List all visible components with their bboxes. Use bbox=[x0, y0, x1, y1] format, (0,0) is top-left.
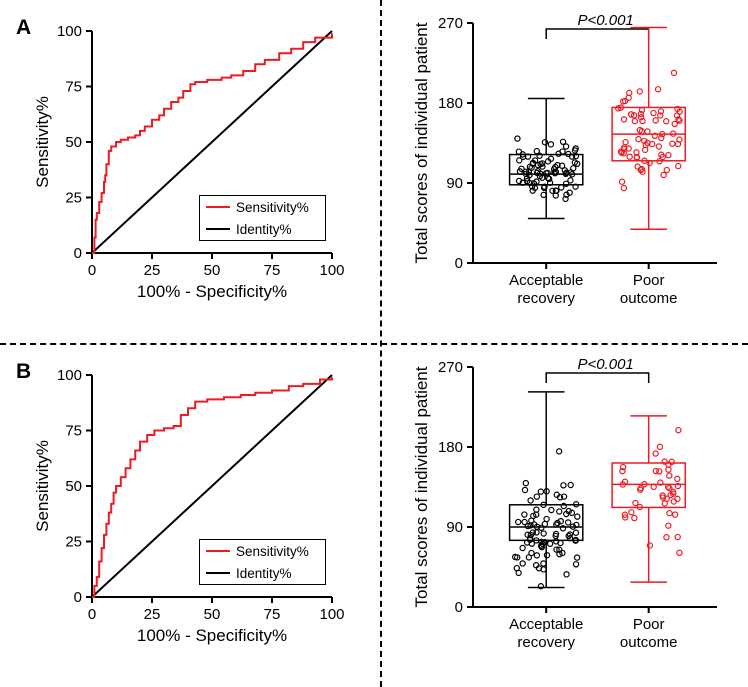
legend-identity-label: Identity% bbox=[236, 222, 292, 237]
svg-text:Sensitivity%: Sensitivity% bbox=[33, 96, 52, 188]
svg-text:0: 0 bbox=[88, 606, 96, 623]
svg-text:180: 180 bbox=[438, 439, 463, 456]
panel-a-box: 0 90 180 270 Acceptablerecovery Pooroutcome To… bbox=[395, 5, 740, 335]
svg-text:75: 75 bbox=[65, 423, 82, 440]
svg-text:25: 25 bbox=[144, 262, 161, 279]
svg-text:100: 100 bbox=[319, 262, 344, 279]
roc-legend-b: Sensitivity% Identity% bbox=[199, 539, 326, 585]
svg-text:50: 50 bbox=[65, 134, 82, 151]
svg-text:Acceptable: Acceptable bbox=[509, 272, 583, 289]
svg-text:0: 0 bbox=[455, 599, 463, 616]
svg-text:0: 0 bbox=[88, 262, 96, 279]
legend-swatch-sensitivity bbox=[206, 550, 230, 552]
box-plot-a: 090180270AcceptablerecoveryPooroutcomeTo… bbox=[455, 15, 725, 275]
svg-text:0: 0 bbox=[74, 589, 82, 606]
svg-text:P<0.001: P<0.001 bbox=[577, 356, 633, 373]
svg-text:Acceptable: Acceptable bbox=[509, 616, 583, 633]
svg-text:100: 100 bbox=[57, 23, 82, 40]
svg-text:90: 90 bbox=[446, 519, 463, 536]
svg-text:Sensitivity%: Sensitivity% bbox=[33, 440, 52, 532]
panel-b-box: 0 90 180 270 Acceptablerecovery Pooroutcome To… bbox=[395, 349, 740, 679]
figure-root: A 02550751000255075100100% - Specificity… bbox=[0, 0, 748, 687]
svg-text:50: 50 bbox=[65, 478, 82, 495]
svg-text:outcome: outcome bbox=[620, 634, 678, 651]
svg-text:outcome: outcome bbox=[620, 290, 678, 307]
svg-text:0: 0 bbox=[74, 245, 82, 262]
svg-text:75: 75 bbox=[65, 79, 82, 96]
svg-text:100: 100 bbox=[319, 606, 344, 623]
panel-a-roc: 0 25 50 75 100 0 25 50 75 100 100% - Specificity% S… bbox=[10, 5, 370, 335]
panel-row-a: A 02550751000255075100100% - Specificity… bbox=[0, 0, 748, 343]
svg-text:recovery: recovery bbox=[517, 290, 575, 307]
legend-sensitivity-label: Sensitivity% bbox=[236, 200, 309, 215]
svg-text:25: 25 bbox=[65, 534, 82, 551]
svg-text:Poor: Poor bbox=[633, 272, 665, 289]
svg-text:180: 180 bbox=[438, 95, 463, 112]
svg-text:100% - Specificity%: 100% - Specificity% bbox=[137, 626, 287, 645]
svg-text:100% - Specificity%: 100% - Specificity% bbox=[137, 282, 287, 301]
svg-text:Total scores of individual pat: Total scores of individual patient bbox=[412, 366, 431, 607]
svg-text:25: 25 bbox=[65, 190, 82, 207]
panel-b-roc: 0 25 50 75 100 0 25 50 75 100 100% - Specificity% S… bbox=[10, 349, 370, 679]
legend-swatch-sensitivity bbox=[206, 206, 230, 208]
legend-identity-label: Identity% bbox=[236, 566, 292, 581]
svg-text:Poor: Poor bbox=[633, 616, 665, 633]
svg-text:0: 0 bbox=[455, 255, 463, 272]
svg-text:90: 90 bbox=[446, 175, 463, 192]
svg-text:270: 270 bbox=[438, 359, 463, 376]
roc-legend-a: Sensitivity% Identity% bbox=[199, 195, 326, 241]
svg-text:recovery: recovery bbox=[517, 634, 575, 651]
legend-sensitivity-label: Sensitivity% bbox=[236, 544, 309, 559]
roc-plot-b: 02550751000255075100100% - Specificity%S… bbox=[80, 369, 340, 609]
svg-text:270: 270 bbox=[438, 15, 463, 32]
svg-text:100: 100 bbox=[57, 367, 82, 384]
svg-text:25: 25 bbox=[144, 606, 161, 623]
box-plot-b: 090180270AcceptablerecoveryPooroutcomeTo… bbox=[455, 359, 725, 619]
legend-swatch-identity bbox=[206, 572, 230, 574]
svg-text:50: 50 bbox=[204, 606, 221, 623]
svg-text:75: 75 bbox=[264, 262, 281, 279]
roc-plot-a: 02550751000255075100100% - Specificity%S… bbox=[80, 25, 340, 265]
svg-text:50: 50 bbox=[204, 262, 221, 279]
svg-text:75: 75 bbox=[264, 606, 281, 623]
panel-row-b: B 02550751000255075100100% - Specificity… bbox=[0, 344, 748, 687]
svg-text:Total scores of individual pat: Total scores of individual patient bbox=[412, 22, 431, 263]
legend-swatch-identity bbox=[206, 228, 230, 230]
svg-text:P<0.001: P<0.001 bbox=[577, 12, 633, 29]
